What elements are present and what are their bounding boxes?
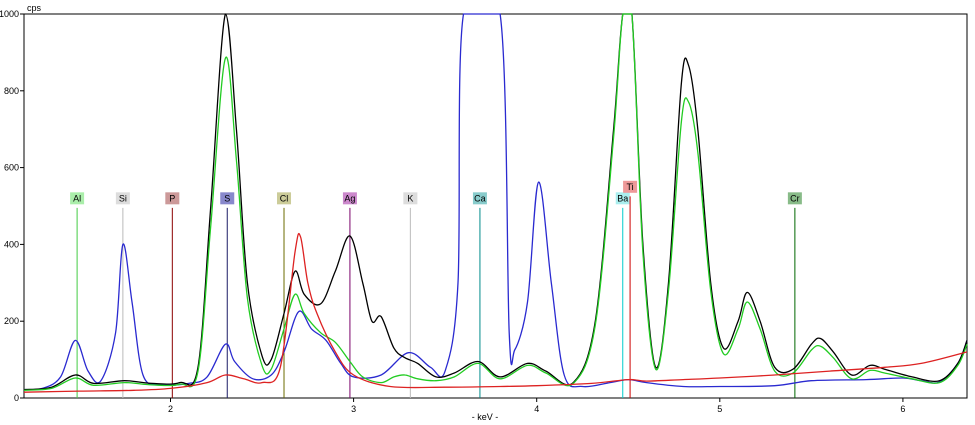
x-tick-label-4: 4 <box>534 404 539 414</box>
marker-ba: Ba <box>615 192 630 398</box>
marker-label-bg-cr <box>787 192 802 205</box>
marker-cl: Cl <box>277 192 292 398</box>
y-axis-label: cps <box>27 3 42 13</box>
marker-cr: Cr <box>787 192 802 398</box>
marker-label-si: Si <box>119 193 127 203</box>
x-tick-label-6: 6 <box>900 404 905 414</box>
y-tick-label-1000: 1000 <box>0 9 19 19</box>
y-tick-label-800: 800 <box>4 86 19 96</box>
marker-ca: Ca <box>472 192 487 398</box>
marker-label-bg-ti <box>623 180 638 193</box>
marker-label-ti: Ti <box>626 182 633 192</box>
series-group <box>23 13 968 393</box>
x-tick-label-3: 3 <box>351 404 356 414</box>
marker-label-bg-s <box>220 192 235 205</box>
marker-label-bg-si <box>115 192 130 205</box>
marker-label-bg-p <box>165 192 180 205</box>
marker-label-bg-k <box>403 192 418 205</box>
marker-label-al: Al <box>73 193 81 203</box>
marker-k: K <box>403 192 418 398</box>
series-line-0 <box>23 13 968 391</box>
marker-label-ag: Ag <box>344 193 355 203</box>
marker-si: Si <box>115 192 130 398</box>
y-tick-label-0: 0 <box>14 393 19 403</box>
y-tick-label-600: 600 <box>4 163 19 173</box>
y-tick-label-200: 200 <box>4 316 19 326</box>
marker-s: S <box>220 192 235 398</box>
marker-label-p: P <box>169 193 175 203</box>
marker-label-bg-cl <box>277 192 292 205</box>
marker-label-bg-ca <box>472 192 487 205</box>
marker-label-ca: Ca <box>474 193 486 203</box>
y-tick-label-400: 400 <box>4 239 19 249</box>
axes: 0 200 400 600 800 1000 2 3 4 5 6 <box>0 9 905 414</box>
marker-p: P <box>165 192 180 398</box>
x-tick-label-2: 2 <box>168 404 173 414</box>
x-axis-label: - keV - <box>472 412 499 422</box>
marker-ag: Ag <box>342 192 357 398</box>
marker-label-s: S <box>224 193 230 203</box>
marker-ti: Ti <box>623 180 638 398</box>
marker-label-cr: Cr <box>790 193 800 203</box>
marker-label-cl: Cl <box>280 193 289 203</box>
marker-al: Al <box>70 192 85 398</box>
series-line-2 <box>23 13 968 391</box>
marker-label-bg-ba <box>615 192 630 205</box>
series-line-1 <box>23 13 968 391</box>
marker-label-ba: Ba <box>617 193 628 203</box>
marker-label-bg-al <box>70 192 85 205</box>
marker-label-bg-ag <box>342 192 357 205</box>
marker-label-k: K <box>407 193 413 203</box>
plot-frame <box>23 13 968 399</box>
series-line-3 <box>23 232 968 393</box>
x-tick-label-5: 5 <box>717 404 722 414</box>
